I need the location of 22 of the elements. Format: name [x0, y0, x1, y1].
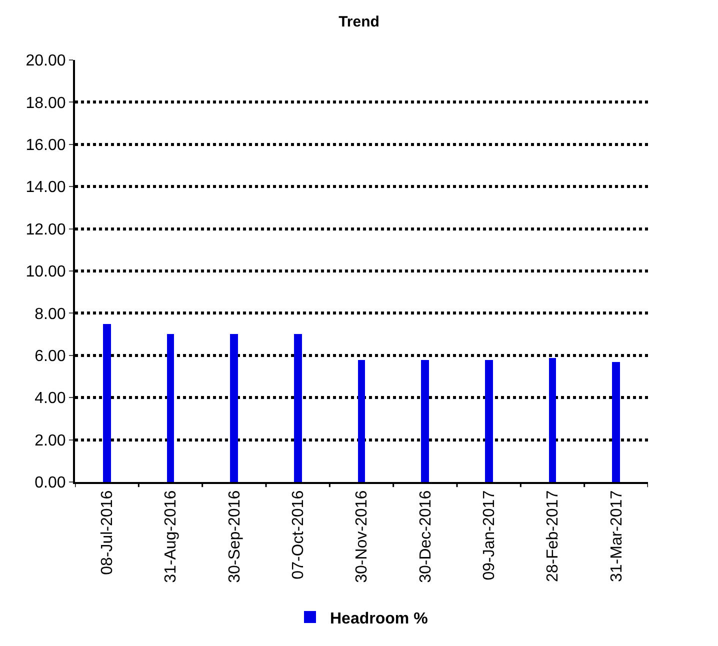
x-tick-label: 07-Oct-2016: [290, 490, 308, 580]
y-tick-label: 16.00: [26, 137, 66, 154]
y-tick-label: 18.00: [26, 94, 66, 112]
y-tick-label: 12.00: [26, 221, 66, 238]
x-tick-label: 28-Feb-2017: [544, 490, 562, 582]
y-tick-label: 14.00: [26, 179, 66, 196]
y-tick-label: 2.00: [34, 432, 66, 450]
x-tick-label: 30-Nov-2016: [354, 490, 371, 583]
x-tick-label: 30-Sep-2016: [226, 490, 244, 583]
x-tick-label: 31-Mar-2017: [608, 490, 626, 582]
chart-title: Trend: [338, 14, 380, 31]
y-tick-label: 10.00: [26, 264, 66, 281]
y-tick-label: 0.00: [34, 474, 66, 492]
x-tick-label: 30-Dec-2016: [417, 490, 434, 583]
x-tick-label: 31-Aug-2016: [162, 490, 180, 583]
y-tick-label: 8.00: [34, 306, 66, 323]
legend-label: Headroom %: [330, 610, 428, 628]
x-tick-label: 09-Jan-2017: [481, 490, 498, 580]
y-tick-label: 6.00: [34, 348, 66, 365]
y-tick-label: 4.00: [34, 390, 66, 408]
x-tick-label: 08-Jul-2016: [99, 490, 116, 575]
y-tick-label: 20.00: [26, 52, 66, 70]
